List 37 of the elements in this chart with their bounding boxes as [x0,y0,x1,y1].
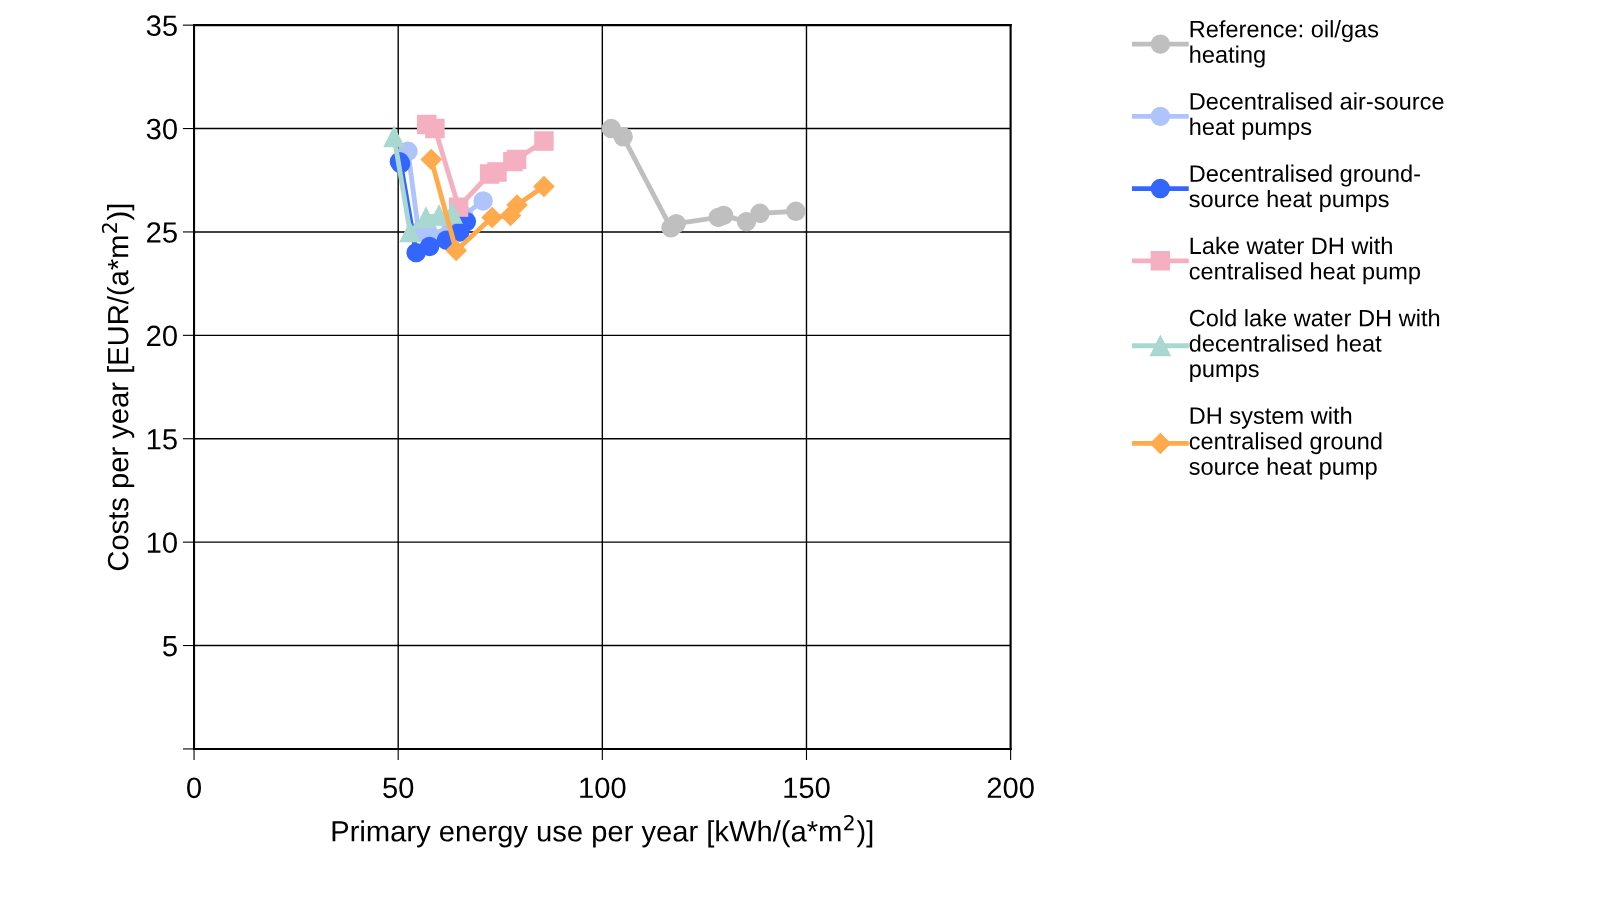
legend-label: DH system with centralised ground source heat pump [1189,406,1382,480]
point [419,236,440,257]
point [533,175,555,197]
y-tick-label: 5 [163,636,177,657]
x-tick-label: 0 [187,777,202,799]
x-tick-label: 200 [987,777,1034,799]
point [425,118,445,139]
point [534,131,554,151]
y-tick-label: 20 [147,325,177,347]
point [399,221,421,243]
point [420,149,442,171]
x-tick-label: 50 [383,777,414,799]
point [473,191,493,211]
point [666,213,686,234]
legend-label: Reference: oil/gas heating [1190,20,1379,68]
y-tick-label: 15 [147,429,177,450]
x-axis-title: Primary energy use per year [kWh/(a*m$^{2}$)] [332,815,873,848]
point [383,126,405,148]
legend-label: Cold lake water DH with decentralised heat pumps [1189,309,1440,382]
y-tick-label: 35 [146,15,177,36]
point [613,127,633,147]
x-tick-label: 100 [580,777,626,799]
y-tick-label: 30 [146,118,177,140]
point [481,206,503,228]
point [750,203,770,224]
x-tick-label: 150 [784,777,830,799]
y-axis-title: Costs per year [EUR/(a*m$^{2}$)] [101,204,135,571]
point [736,211,757,232]
point [786,201,806,221]
y-tick-label: 25 [147,222,177,243]
y-tick-label: 10 [147,532,177,553]
point [506,194,528,216]
legend-label: Lake water DH with centralised heat pump [1189,236,1421,285]
point [445,240,467,262]
point [487,162,507,182]
legend-label: Decentralised air-source heat pumps [1190,92,1444,140]
legend-label: Decentralised ground- source heat pumps [1189,164,1420,213]
